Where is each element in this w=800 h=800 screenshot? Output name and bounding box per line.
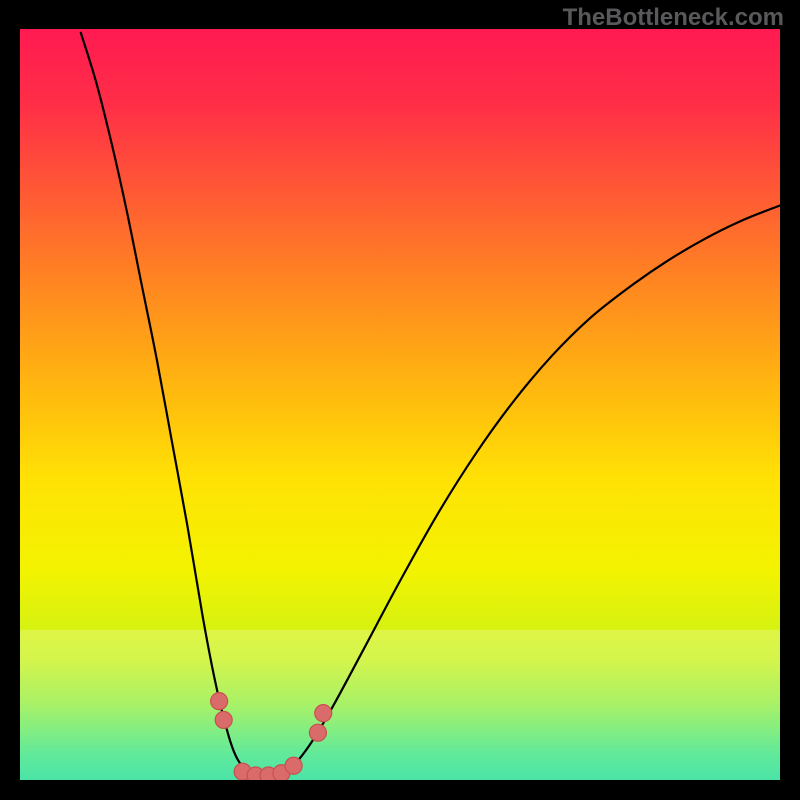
watermark-text: TheBottleneck.com xyxy=(563,4,784,32)
data-marker xyxy=(315,705,332,722)
chart-frame: TheBottleneck.com xyxy=(0,0,800,800)
data-marker xyxy=(285,757,302,774)
data-marker xyxy=(309,724,326,741)
lower-highlight-band xyxy=(20,630,780,780)
data-marker xyxy=(211,693,228,710)
plot-svg xyxy=(20,29,780,780)
plot-area xyxy=(20,29,780,780)
data-marker xyxy=(215,711,232,728)
